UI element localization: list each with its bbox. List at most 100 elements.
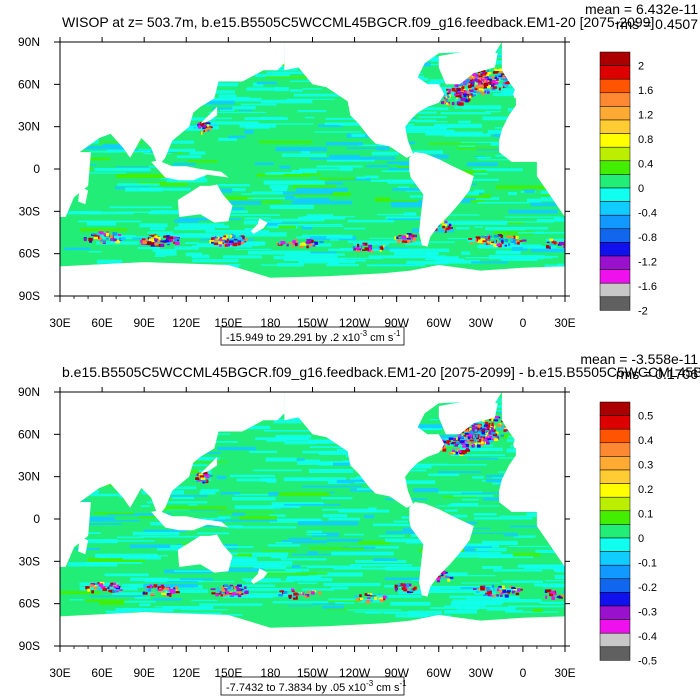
field-streak	[458, 447, 503, 452]
field-streak	[173, 570, 230, 572]
field-streak	[296, 568, 310, 572]
field-hotspot	[464, 99, 469, 103]
field-hotspot	[398, 237, 404, 240]
field-hotspot	[306, 239, 311, 243]
field-streak	[216, 446, 257, 451]
field-streak	[292, 519, 323, 522]
field-hotspot	[173, 587, 176, 590]
x-tick-label: 180	[260, 666, 280, 680]
field-streak	[354, 611, 395, 613]
field-hotspot	[485, 434, 488, 437]
field-hotspot	[475, 82, 478, 85]
field-hotspot	[496, 423, 501, 427]
field-hotspot	[548, 246, 551, 250]
field-streak	[291, 565, 301, 569]
field-streak	[139, 603, 151, 607]
field-hotspot	[240, 588, 244, 591]
land-mask	[284, 42, 502, 158]
field-streak	[474, 189, 485, 193]
field-hotspot	[545, 595, 548, 599]
field-hotspot	[493, 76, 498, 79]
field-streak	[96, 259, 122, 264]
field-streak	[467, 457, 499, 460]
field-hotspot	[502, 589, 507, 593]
field-hotspot	[453, 437, 457, 442]
field-streak	[498, 221, 555, 223]
field-hotspot	[466, 439, 470, 442]
field-hotspot	[460, 97, 466, 102]
field-streak	[94, 512, 134, 515]
field-hotspot	[474, 78, 478, 82]
field-hotspot	[167, 242, 171, 245]
field-streak	[358, 540, 391, 545]
field-streak	[384, 577, 421, 581]
field-streak	[288, 605, 314, 607]
field-streak	[112, 592, 156, 595]
field-hotspot	[459, 452, 465, 455]
field-hotspot	[202, 481, 205, 484]
field-streak	[511, 246, 528, 252]
field-hotspot	[148, 238, 154, 242]
field-hotspot	[367, 597, 371, 600]
field-streak	[217, 516, 231, 519]
colorbar-swatch	[599, 106, 631, 121]
field-streak	[235, 526, 297, 529]
field-hotspot	[488, 435, 493, 438]
field-hotspot	[560, 594, 563, 597]
field-hotspot	[113, 232, 118, 235]
field-hotspot	[286, 243, 289, 247]
field-streak	[188, 504, 198, 506]
colorbar-label: -0.3	[638, 606, 657, 618]
field-hotspot	[470, 83, 475, 86]
y-tick-label: 60N	[18, 77, 40, 91]
field-hotspot	[480, 442, 485, 446]
field-streak	[326, 264, 359, 267]
field-hotspot	[396, 583, 402, 586]
field-hotspot	[449, 227, 454, 229]
field-hotspot	[551, 596, 556, 601]
field-hotspot	[482, 429, 487, 432]
colorbar-label: -0.2	[638, 582, 657, 594]
field-streak	[384, 538, 439, 543]
field-streak	[368, 247, 409, 250]
field-hotspot	[460, 435, 465, 438]
field-hotspot	[511, 586, 515, 589]
field-hotspot	[159, 243, 165, 248]
field-streak	[130, 577, 169, 582]
field-streak	[540, 566, 565, 570]
field-hotspot	[517, 589, 521, 592]
field-streak	[89, 595, 144, 597]
field-hotspot	[233, 238, 238, 241]
field-streak	[124, 607, 147, 612]
field-hotspot	[113, 238, 117, 242]
land-mask	[60, 42, 285, 217]
field-streak	[244, 217, 272, 220]
field-streak	[493, 133, 504, 138]
x-tick-label: 30W	[468, 316, 493, 330]
field-streak	[325, 117, 373, 120]
field-streak	[176, 155, 202, 159]
field-hotspot	[219, 591, 222, 594]
colorbar-swatch	[599, 146, 631, 162]
field-hotspot	[158, 588, 163, 591]
field-hotspot	[397, 584, 402, 588]
field-hotspot	[101, 240, 106, 244]
field-streak	[300, 149, 311, 154]
field-streak	[129, 544, 171, 549]
field-streak	[418, 116, 448, 119]
field-streak	[486, 606, 516, 611]
field-streak	[309, 547, 364, 550]
field-streak	[192, 259, 239, 263]
field-hotspot	[562, 590, 565, 594]
field-streak	[90, 141, 143, 144]
field-streak	[172, 162, 196, 166]
x-tick-label: 120W	[339, 316, 371, 330]
x-tick-label: 90W	[384, 316, 409, 330]
field-streak	[530, 202, 565, 207]
field-hotspot	[471, 78, 476, 81]
field-streak	[428, 142, 477, 145]
field-hotspot	[401, 585, 404, 588]
y-tick-label: 30N	[18, 470, 40, 484]
field-hotspot	[483, 77, 488, 82]
map-plot	[60, 392, 565, 646]
